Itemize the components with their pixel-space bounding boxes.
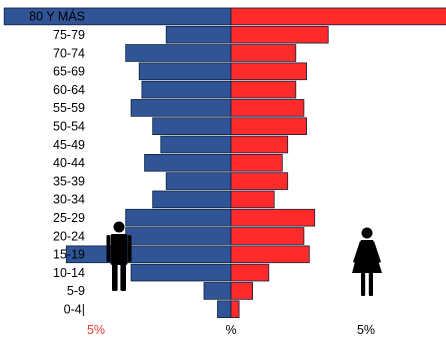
female-bar-6	[230, 117, 307, 136]
bars-layer	[3, 7, 446, 318]
category-label: 55-59	[53, 101, 85, 115]
category-label: 60-64	[53, 83, 85, 97]
category-label: 45-49	[53, 138, 85, 152]
female-bar-3	[230, 62, 307, 81]
male-bar-4	[141, 80, 232, 99]
female-bar-10	[230, 190, 275, 209]
category-label: 30-34	[53, 193, 85, 207]
male-bar-3	[138, 62, 232, 81]
x-axis: 10%5%%5%10%15%	[87, 323, 375, 337]
x-tick-label: 5%	[87, 323, 105, 337]
female-bar-16	[230, 300, 240, 318]
female-bar-2	[230, 44, 297, 62]
icons-layer	[106, 221, 382, 296]
female-bar-4	[230, 80, 297, 99]
category-label: 25-29	[53, 211, 85, 225]
female-bar-12	[230, 227, 305, 245]
category-label: 75-79	[53, 28, 85, 42]
category-label: 70-74	[53, 46, 85, 60]
male-bar-16	[217, 300, 232, 318]
male-bar-1	[165, 25, 232, 44]
female-bar-8	[230, 153, 283, 172]
category-label: 80 Y MÁS	[29, 9, 85, 24]
category-label: 5-9	[67, 284, 85, 298]
male-icon	[106, 221, 132, 291]
male-bar-7	[160, 135, 232, 154]
male-bar-14	[130, 263, 232, 282]
male-bar-12	[125, 227, 232, 245]
female-bar-14	[230, 263, 270, 282]
male-bar-6	[152, 117, 232, 136]
female-bar-11	[230, 208, 316, 227]
category-label: 0-4|	[64, 303, 85, 317]
x-tick-label: 5%	[357, 323, 375, 337]
female-bar-15	[230, 282, 254, 300]
category-labels: 80 Y MÁS 75-79 70-74 65-69 60-64 55-59 50-54 45…	[29, 9, 85, 317]
female-bar-0	[230, 7, 446, 26]
female-bar-13	[230, 245, 310, 264]
male-bar-15	[203, 282, 232, 300]
x-tick-label: %	[225, 323, 236, 337]
category-label: 65-69	[53, 65, 85, 79]
male-bar-2	[125, 44, 232, 62]
category-label: 35-39	[53, 174, 85, 188]
female-bar-5	[230, 99, 305, 117]
category-label: 20-24	[53, 229, 85, 243]
male-bar-11	[125, 208, 232, 227]
category-label: 10-14	[53, 266, 85, 280]
male-bar-13	[65, 245, 232, 264]
female-bar-7	[230, 135, 289, 154]
male-bar-9	[165, 172, 232, 190]
female-icon	[352, 227, 382, 296]
male-bar-5	[130, 99, 232, 117]
category-label: 15-19	[53, 248, 85, 262]
female-bar-1	[230, 25, 329, 44]
male-bar-8	[144, 153, 232, 172]
category-label: 50-54	[53, 120, 85, 134]
male-bar-10	[152, 190, 232, 209]
category-label: 40-44	[53, 156, 85, 170]
female-bar-9	[230, 172, 289, 190]
